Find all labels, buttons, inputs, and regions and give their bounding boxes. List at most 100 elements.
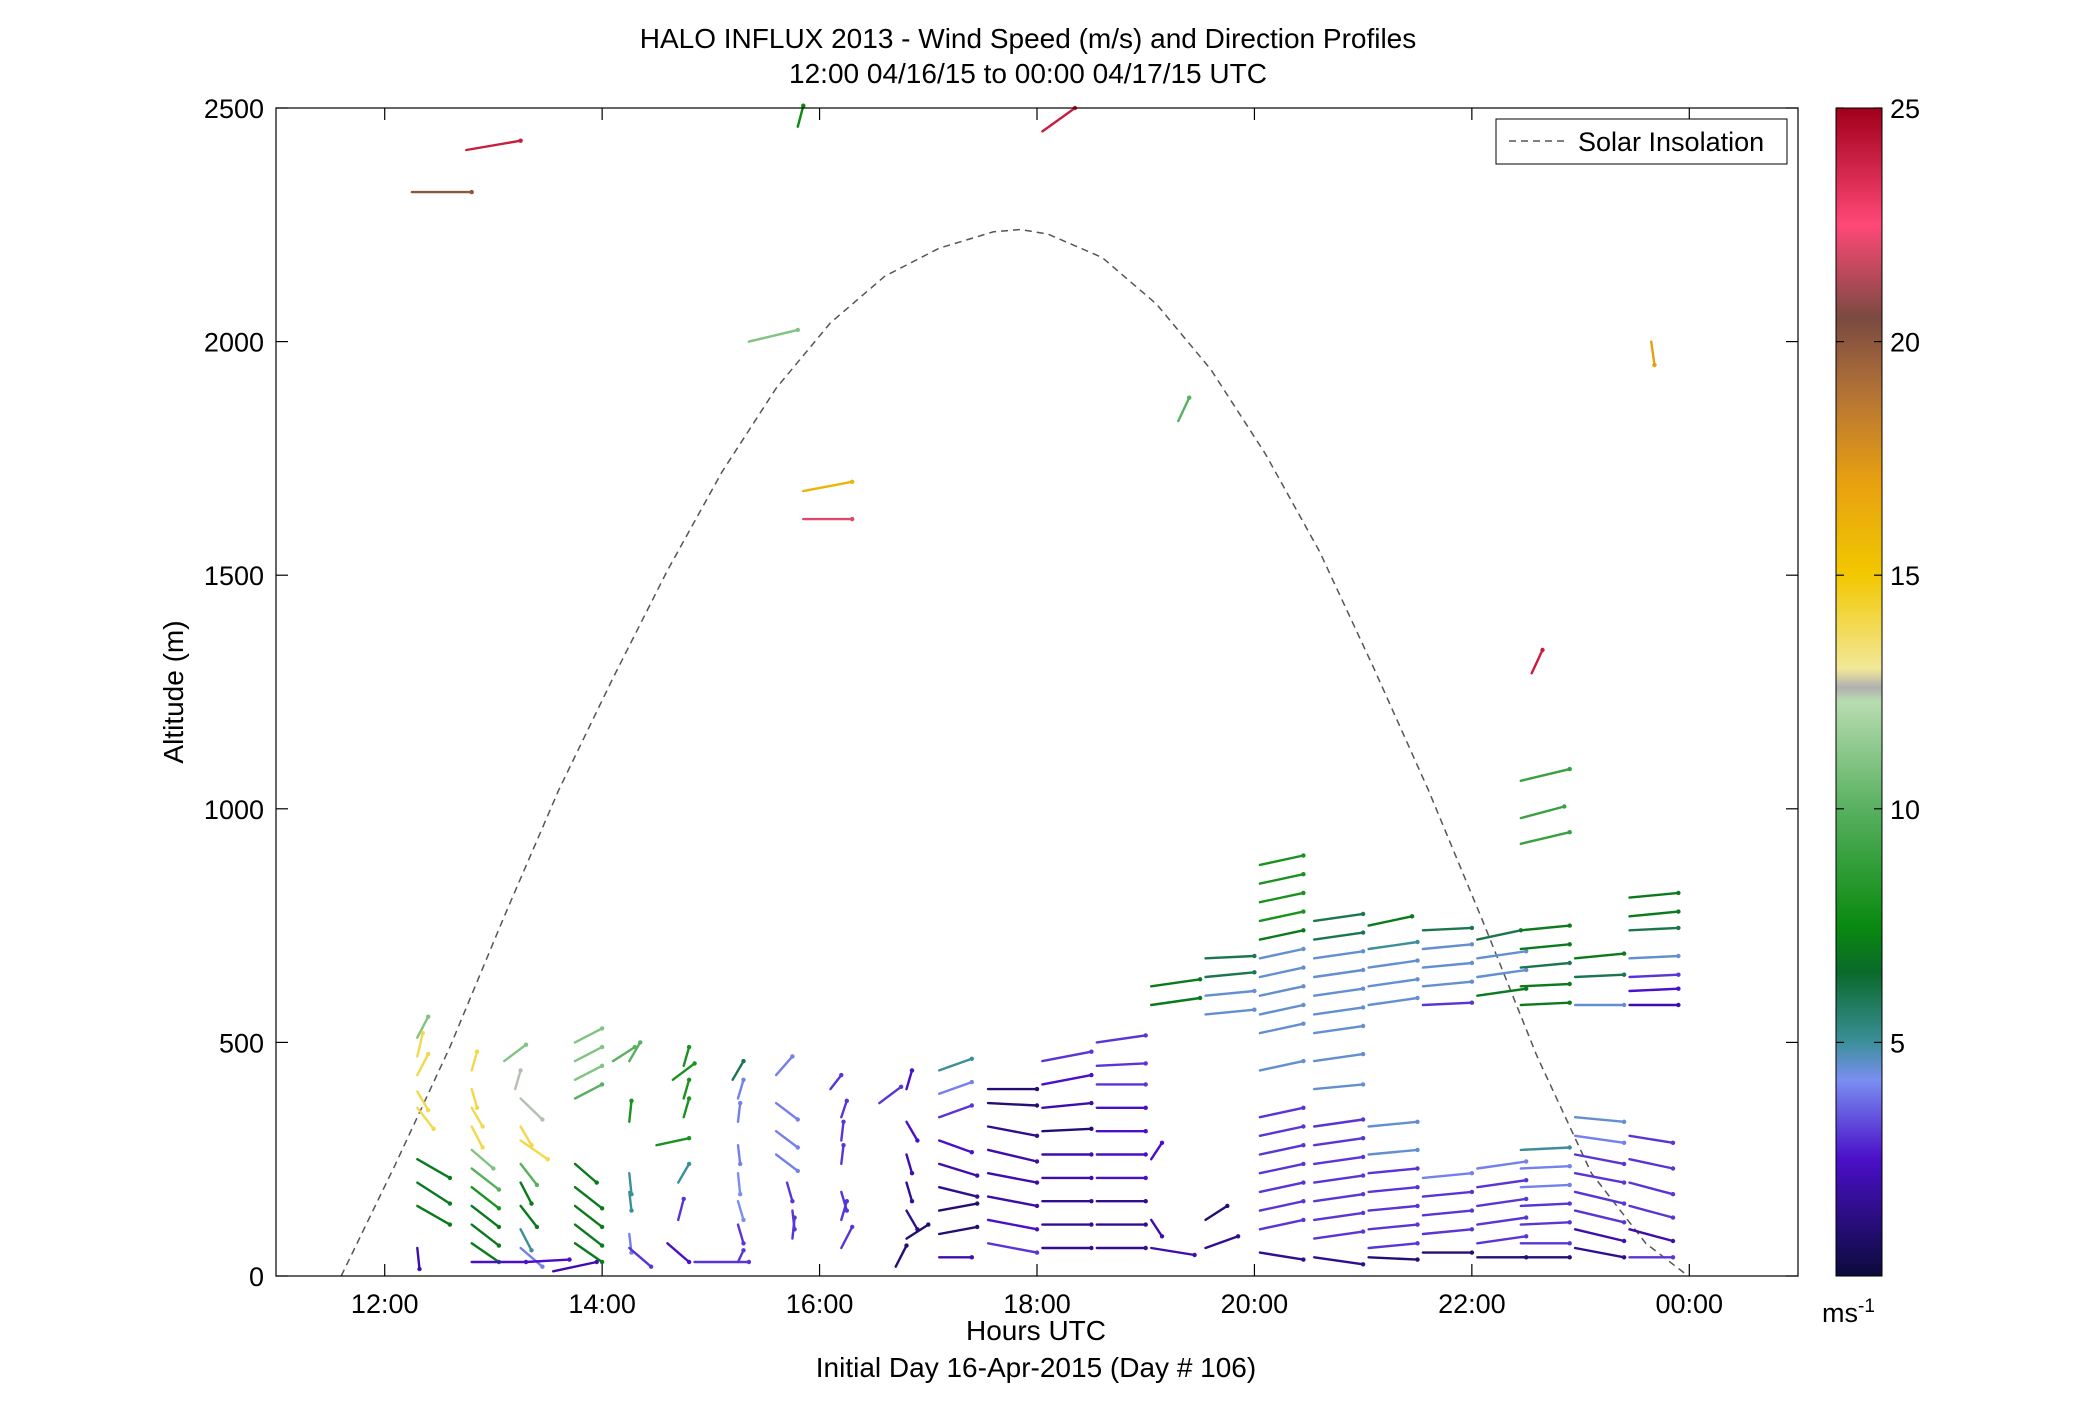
wind-arrow — [1519, 830, 1572, 845]
wind-arrow-shaft — [1204, 954, 1256, 960]
wind-arrow — [894, 1243, 909, 1268]
wind-arrow — [1628, 1228, 1676, 1244]
wind-arrow-shaft — [470, 1242, 501, 1264]
wind-arrow — [986, 1195, 1040, 1209]
wind-arrow-head — [1143, 1245, 1148, 1251]
wind-arrow-shaft — [905, 1223, 930, 1240]
wind-arrow — [785, 1181, 795, 1204]
wind-arrow-head — [594, 1259, 599, 1265]
wind-arrow-shaft — [1476, 1197, 1528, 1208]
wind-arrow-shaft — [1312, 1192, 1365, 1203]
wind-arrow-shaft — [1628, 987, 1680, 993]
wind-arrow — [1258, 1124, 1306, 1138]
wind-arrow — [682, 1044, 692, 1068]
wind-arrow-head — [599, 1243, 605, 1248]
wind-arrow — [1476, 1159, 1529, 1170]
wind-arrow-shaft — [1628, 910, 1680, 918]
wind-arrow — [1095, 1082, 1148, 1087]
wind-arrow — [1519, 1220, 1572, 1226]
wind-arrow-shaft — [628, 1099, 633, 1124]
wind-arrow-shaft — [1573, 1228, 1626, 1243]
wind-arrow — [1367, 1166, 1420, 1175]
wind-arrow — [791, 1215, 797, 1240]
wind-arrow-head — [599, 1259, 605, 1265]
wind-arrow-head — [1360, 1082, 1366, 1087]
wind-arrow — [1258, 1161, 1306, 1175]
wind-arrow — [1519, 1241, 1572, 1246]
wind-arrow-head — [741, 1058, 746, 1064]
wind-arrow-head — [1159, 1234, 1165, 1239]
wind-arrow — [1095, 1222, 1148, 1227]
wind-arrow-head — [1469, 1227, 1475, 1232]
wind-arrow — [470, 1204, 502, 1230]
wind-arrow — [1476, 949, 1529, 960]
wind-arrow — [1421, 1171, 1475, 1180]
wind-arrow — [470, 1148, 496, 1171]
wind-arrow — [1649, 340, 1657, 368]
wind-arrow-shaft — [878, 1085, 903, 1105]
wind-arrow — [1573, 972, 1627, 979]
wind-arrow-head — [1469, 942, 1475, 947]
wind-arrow-shaft — [1476, 1235, 1528, 1245]
wind-arrow-shaft — [1628, 1228, 1675, 1243]
wind-arrow — [1095, 1129, 1148, 1134]
wind-arrow-shaft — [1421, 1190, 1474, 1198]
wind-arrow-head — [523, 1042, 529, 1047]
wind-arrow-head — [975, 1173, 980, 1178]
wind-arrow-head — [1034, 1133, 1040, 1139]
wind-arrow-head — [1089, 1222, 1094, 1227]
wind-arrow-head — [1301, 890, 1306, 896]
wind-arrow-shaft — [1628, 1181, 1675, 1196]
wind-arrow — [1312, 1005, 1366, 1016]
wind-arrow-shaft — [1573, 1115, 1626, 1124]
wind-arrow — [693, 1259, 752, 1265]
wind-arrow — [470, 1106, 485, 1129]
wind-arrow-head — [738, 1100, 743, 1106]
wind-arrow-shaft — [840, 1143, 845, 1166]
wind-arrow-head — [1301, 1161, 1306, 1167]
wind-arrow-head — [1567, 981, 1572, 987]
wind-arrow-shaft — [905, 1181, 914, 1203]
wind-arrow-shaft — [1312, 950, 1365, 960]
wind-arrow — [1476, 1178, 1529, 1189]
wind-arrow-shaft — [1149, 1141, 1164, 1161]
wind-arrow — [1312, 1173, 1366, 1184]
wind-arrow — [1519, 942, 1572, 951]
wind-arrow — [986, 1086, 1040, 1092]
wind-arrow-shaft — [519, 1246, 544, 1268]
wind-arrow-head — [1089, 1245, 1094, 1251]
wind-arrow — [677, 1196, 686, 1222]
wind-arrow — [519, 1228, 534, 1253]
wind-arrow-head — [1567, 830, 1572, 835]
wind-arrow-head — [1524, 967, 1529, 973]
wind-arrow-shaft — [1258, 966, 1305, 979]
wind-arrow-shaft — [840, 1199, 848, 1222]
wind-arrow — [1367, 1147, 1420, 1156]
wind-arrow-shaft — [1519, 805, 1566, 820]
wind-arrow-head — [1415, 939, 1420, 945]
wind-arrow-head — [1192, 1252, 1197, 1258]
wind-arrow-head — [1621, 1180, 1627, 1185]
wind-arrow-shaft — [470, 1223, 501, 1247]
wind-arrow — [1095, 1105, 1148, 1111]
wind-arrow-shaft — [1312, 1155, 1365, 1166]
wind-arrow — [519, 1139, 550, 1162]
wind-arrow-head — [1089, 1049, 1094, 1054]
wind-arrow — [1204, 1203, 1230, 1222]
wind-arrow — [1258, 853, 1306, 867]
wind-arrow-shaft — [519, 1125, 533, 1147]
wind-arrow — [1367, 1119, 1420, 1128]
wind-arrow-head — [1187, 395, 1192, 400]
wind-arrow-shaft — [519, 1204, 539, 1229]
wind-arrow-shaft — [1258, 1251, 1305, 1261]
wind-arrow-shaft — [1628, 926, 1680, 932]
wind-arrow-shaft — [1258, 910, 1305, 923]
wind-arrow — [736, 1077, 746, 1100]
wind-arrow-head — [480, 1145, 485, 1150]
wind-arrow-shaft — [628, 1041, 642, 1063]
wind-arrow — [938, 1255, 974, 1260]
wind-arrow-head — [1301, 1217, 1306, 1223]
wind-arrow-head — [692, 1061, 697, 1066]
wind-arrow — [1573, 1153, 1627, 1167]
wind-arrow — [905, 1068, 915, 1091]
